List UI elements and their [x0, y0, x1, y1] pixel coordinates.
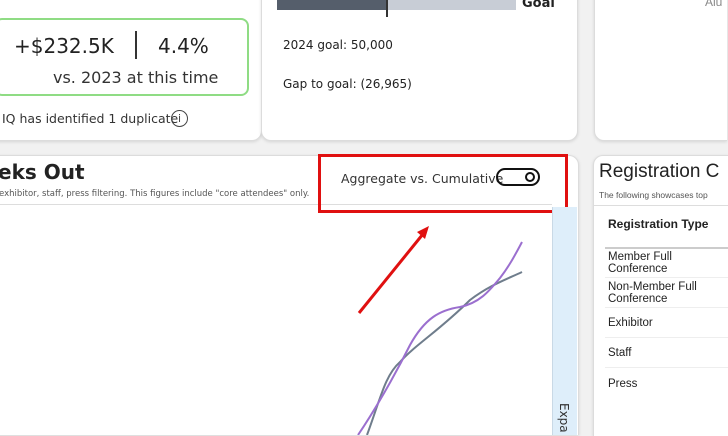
gap-text: Gap to goal: (26,965) [283, 77, 412, 91]
table-row[interactable]: Exhibitor [605, 309, 728, 338]
duplicate-note: IQ has identified 1 duplicate [2, 111, 179, 126]
row-label: Press [608, 377, 638, 390]
partial-text: Alu [705, 0, 723, 9]
table-row[interactable]: Member Full Conference [605, 249, 728, 278]
annotation-arrow [357, 233, 425, 314]
table-row[interactable]: Non-Member Full Conference [605, 279, 728, 308]
annotation-arrowhead [417, 226, 429, 239]
revenue-delta-percent: 4.4% [158, 34, 209, 58]
highlight-box [318, 154, 568, 213]
divider [135, 31, 137, 59]
row-label: Exhibitor [608, 317, 653, 329]
toggle-knob [525, 172, 535, 182]
row-label: Non-Member Full Conference [608, 281, 697, 305]
column-header-registration-type[interactable]: Registration Type [608, 217, 709, 231]
info-icon[interactable]: i [171, 110, 188, 127]
goal-progress-marker [386, 0, 388, 17]
series-line-gray [366, 271, 523, 435]
revenue-delta-amount: +$232.5K [14, 34, 114, 58]
series-line-purple [357, 241, 523, 435]
header-divider [0, 204, 552, 205]
toggle-label: Aggregate vs. Cumulative [341, 171, 504, 186]
aggregate-cumulative-toggle[interactable] [496, 168, 540, 186]
right-top-card [594, 0, 727, 141]
goal-card [261, 0, 578, 141]
weeks-out-card [0, 155, 579, 435]
weeks-out-subtitle: exhibitor, staff, press filtering. This … [0, 189, 310, 199]
row-label: Member Full Conference [608, 251, 672, 275]
goal-progress-track [277, 0, 516, 10]
goal-label: Goal [522, 0, 555, 11]
registration-subtitle: The following showcases top [599, 190, 708, 200]
registration-title: Registration C [599, 161, 720, 182]
comparison-label: vs. 2023 at this time [53, 68, 219, 87]
expand-panel[interactable]: Expa [552, 207, 577, 435]
table-row[interactable]: Staff [605, 339, 728, 368]
divider [594, 205, 728, 206]
row-label: Staff [608, 347, 632, 359]
table-row[interactable]: Press [605, 369, 728, 398]
header-divider [605, 247, 728, 249]
registration-card [593, 155, 728, 436]
revenue-comparison-box [0, 18, 249, 96]
goal-progress-fill [277, 0, 387, 10]
weeks-out-title: eks Out [0, 160, 85, 184]
goal-text: 2024 goal: 50,000 [283, 38, 393, 52]
